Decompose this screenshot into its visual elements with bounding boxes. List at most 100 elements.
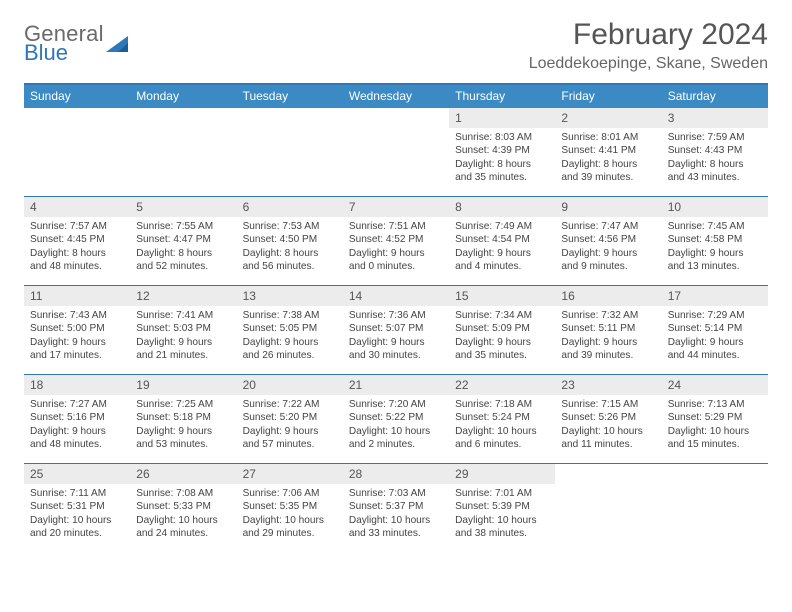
daylight-line1: Daylight: 9 hours [30,425,124,438]
day-number: 1 [449,108,555,128]
sunset: Sunset: 5:03 PM [136,322,230,335]
daylight-line2: and 48 minutes. [30,260,124,273]
day-empty [555,464,661,552]
daylight-line2: and 38 minutes. [455,527,549,540]
day-number: 2 [555,108,661,128]
day-body: Sunrise: 7:55 AMSunset: 4:47 PMDaylight:… [130,217,236,277]
sunrise: Sunrise: 7:15 AM [561,398,655,411]
header: General Blue February 2024 Loeddekoeping… [24,18,768,73]
sunrise: Sunrise: 7:13 AM [668,398,762,411]
day-body: Sunrise: 7:51 AMSunset: 4:52 PMDaylight:… [343,217,449,277]
daylight-line1: Daylight: 9 hours [561,336,655,349]
day-number: 17 [662,286,768,306]
day-number: 28 [343,464,449,484]
day-body: Sunrise: 7:34 AMSunset: 5:09 PMDaylight:… [449,306,555,366]
sunrise: Sunrise: 7:41 AM [136,309,230,322]
daylight-line2: and 21 minutes. [136,349,230,362]
sunset: Sunset: 5:29 PM [668,411,762,424]
daylight-line2: and 30 minutes. [349,349,443,362]
sunrise: Sunrise: 7:25 AM [136,398,230,411]
day-body: Sunrise: 7:29 AMSunset: 5:14 PMDaylight:… [662,306,768,366]
daylight-line1: Daylight: 9 hours [30,336,124,349]
day-cell: 19 Sunrise: 7:25 AMSunset: 5:18 PMDayligh… [130,375,236,463]
daylight-line1: Daylight: 8 hours [243,247,337,260]
day-empty [662,464,768,552]
dow-friday: Friday [555,85,661,108]
sunrise: Sunrise: 7:08 AM [136,487,230,500]
sunrise: Sunrise: 7:55 AM [136,220,230,233]
week-row: 25Sunrise: 7:11 AMSunset: 5:31 PMDayligh… [24,463,768,552]
daylight-line2: and 6 minutes. [455,438,549,451]
day-body: Sunrise: 7:45 AMSunset: 4:58 PMDaylight:… [662,217,768,277]
sunrise: Sunrise: 7:20 AM [349,398,443,411]
day-cell: 29Sunrise: 7:01 AMSunset: 5:39 PMDayligh… [449,464,555,552]
daylight-line1: Daylight: 8 hours [455,158,549,171]
day-number: 19 [130,375,236,395]
sunset: Sunset: 5:18 PM [136,411,230,424]
daylight-line2: and 15 minutes. [668,438,762,451]
sunset: Sunset: 5:16 PM [30,411,124,424]
day-cell: 8Sunrise: 7:49 AMSunset: 4:54 PMDaylight… [449,197,555,285]
sunset: Sunset: 5:33 PM [136,500,230,513]
daylight-line2: and 52 minutes. [136,260,230,273]
day-body: Sunrise: 7:53 AMSunset: 4:50 PMDaylight:… [237,217,343,277]
daylight-line2: and 39 minutes. [561,349,655,362]
sunrise: Sunrise: 7:49 AM [455,220,549,233]
day-empty [343,108,449,196]
day-cell: 16Sunrise: 7:32 AMSunset: 5:11 PMDayligh… [555,286,661,374]
day-number: 11 [24,286,130,306]
daylight-line2: and 56 minutes. [243,260,337,273]
day-cell: 28Sunrise: 7:03 AMSunset: 5:37 PMDayligh… [343,464,449,552]
day-body: Sunrise: 7:11 AMSunset: 5:31 PMDaylight:… [24,484,130,544]
week-row: 4Sunrise: 7:57 AMSunset: 4:45 PMDaylight… [24,196,768,285]
daylight-line2: and 2 minutes. [349,438,443,451]
day-number: 22 [449,375,555,395]
sunrise: Sunrise: 7:29 AM [668,309,762,322]
day-body: Sunrise: 7:57 AMSunset: 4:45 PMDaylight:… [24,217,130,277]
sunrise: Sunrise: 7:51 AM [349,220,443,233]
daylight-line1: Daylight: 8 hours [30,247,124,260]
day-number: 15 [449,286,555,306]
day-body: Sunrise: 7:13 AMSunset: 5:29 PMDaylight:… [662,395,768,455]
day-number: 10 [662,197,768,217]
sunset: Sunset: 4:47 PM [136,233,230,246]
day-cell: 24Sunrise: 7:13 AMSunset: 5:29 PMDayligh… [662,375,768,463]
sunrise: Sunrise: 7:38 AM [243,309,337,322]
month-title: February 2024 [529,18,768,52]
sunset: Sunset: 5:22 PM [349,411,443,424]
day-cell: 21 Sunrise: 7:20 AMSunset: 5:22 PMDayligh… [343,375,449,463]
sunrise: Sunrise: 7:57 AM [30,220,124,233]
day-body: Sunrise: 7:27 AMSunset: 5:16 PMDaylight:… [24,395,130,455]
sunset: Sunset: 5:14 PM [668,322,762,335]
daylight-line2: and 53 minutes. [136,438,230,451]
day-number: 5 [130,197,236,217]
sunrise: Sunrise: 8:03 AM [455,131,549,144]
day-cell: 14Sunrise: 7:36 AMSunset: 5:07 PMDayligh… [343,286,449,374]
day-number: 21 [343,375,449,395]
daylight-line1: Daylight: 9 hours [136,425,230,438]
day-body: Sunrise: 7:43 AMSunset: 5:00 PMDaylight:… [24,306,130,366]
day-body: Sunrise: 7:59 AMSunset: 4:43 PMDaylight:… [662,128,768,188]
week-row: 18Sunrise: 7:27 AMSunset: 5:16 PMDayligh… [24,374,768,463]
day-cell: 3Sunrise: 7:59 AMSunset: 4:43 PMDaylight… [662,108,768,196]
sunrise: Sunrise: 7:34 AM [455,309,549,322]
daylight-line1: Daylight: 9 hours [243,336,337,349]
dow-sunday: Sunday [24,85,130,108]
daylight-line1: Daylight: 9 hours [561,247,655,260]
day-cell: 26Sunrise: 7:08 AMSunset: 5:33 PMDayligh… [130,464,236,552]
day-number: 27 [237,464,343,484]
sunset: Sunset: 5:00 PM [30,322,124,335]
daylight-line2: and 29 minutes. [243,527,337,540]
day-number: 12 [130,286,236,306]
sunset: Sunset: 5:20 PM [243,411,337,424]
day-number [130,108,236,128]
day-empty [130,108,236,196]
daylight-line1: Daylight: 10 hours [349,514,443,527]
sunrise: Sunrise: 7:18 AM [455,398,549,411]
daylight-line1: Daylight: 10 hours [349,425,443,438]
sunrise: Sunrise: 7:53 AM [243,220,337,233]
sunrise: Sunrise: 7:59 AM [668,131,762,144]
daylight-line1: Daylight: 10 hours [455,514,549,527]
location: Loeddekoepinge, Skane, Sweden [529,55,768,73]
daylight-line2: and 17 minutes. [30,349,124,362]
